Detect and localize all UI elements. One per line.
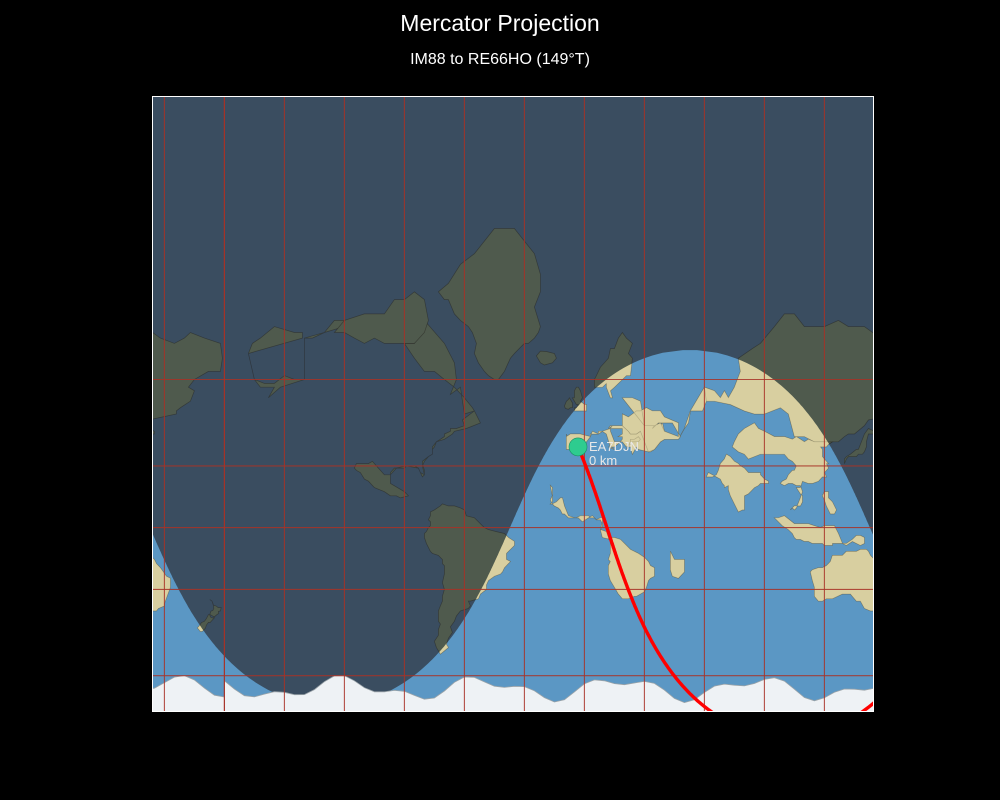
svg-text:0 km: 0 km <box>589 453 617 468</box>
svg-text:EA7DJN: EA7DJN <box>589 439 639 454</box>
